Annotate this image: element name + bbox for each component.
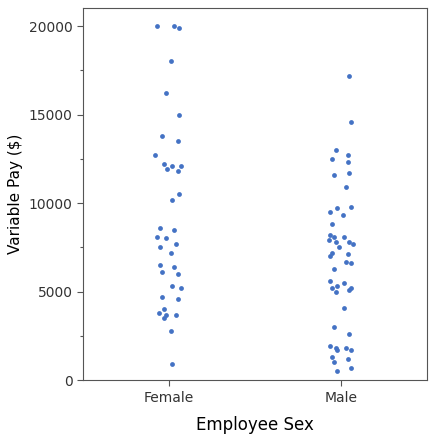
Point [347, 118, 354, 125]
Point [167, 327, 174, 334]
Point [342, 183, 349, 191]
Point [160, 160, 167, 168]
Point [177, 285, 184, 292]
Point [169, 361, 176, 368]
Point [151, 152, 158, 159]
Point [347, 260, 354, 267]
Point [162, 90, 169, 97]
Point [347, 285, 354, 292]
Point [174, 168, 181, 175]
Point [328, 249, 335, 256]
Point [333, 205, 340, 212]
Point [342, 345, 349, 352]
Point [162, 311, 169, 318]
Point [157, 244, 164, 251]
Point [169, 196, 176, 203]
Point [325, 237, 332, 244]
Point [345, 72, 352, 79]
Point [345, 239, 352, 246]
Point [153, 233, 160, 240]
Point [170, 23, 177, 30]
Point [332, 146, 339, 153]
Point [330, 265, 337, 272]
Point [349, 240, 355, 248]
Point [338, 212, 345, 219]
Point [333, 368, 340, 375]
Point [328, 354, 335, 361]
Point [332, 345, 339, 352]
Point [342, 258, 349, 265]
X-axis label: Employee Sex: Employee Sex [196, 415, 313, 434]
Point [328, 221, 335, 228]
Point [343, 355, 350, 362]
Point [155, 309, 162, 316]
Point [335, 244, 342, 251]
Point [332, 288, 339, 295]
Point [330, 233, 337, 240]
Point [332, 239, 339, 246]
Point [153, 23, 160, 30]
Point [347, 203, 354, 210]
Point [160, 315, 167, 322]
Point [167, 249, 174, 256]
Point [326, 343, 333, 350]
Point [340, 233, 347, 240]
Point [160, 306, 167, 313]
Point [345, 169, 352, 176]
Point [330, 359, 337, 366]
Point [345, 286, 352, 293]
Point [326, 232, 333, 239]
Point [175, 24, 182, 31]
Point [174, 271, 181, 278]
Point [169, 162, 176, 169]
Point [174, 137, 181, 145]
Point [170, 226, 177, 233]
Point [343, 152, 350, 159]
Point [326, 253, 333, 260]
Point [330, 171, 337, 178]
Point [158, 132, 165, 139]
Point [167, 58, 174, 65]
Point [333, 347, 340, 354]
Point [175, 191, 182, 198]
Point [326, 278, 333, 285]
Point [177, 162, 184, 169]
Point [157, 262, 164, 269]
Point [169, 283, 176, 290]
Point [162, 235, 169, 242]
Point [347, 364, 354, 371]
Point [340, 279, 347, 286]
Point [333, 283, 340, 290]
Point [328, 155, 335, 162]
Point [157, 225, 164, 232]
Point [158, 293, 165, 301]
Point [170, 263, 177, 271]
Y-axis label: Variable Pay ($): Variable Pay ($) [8, 134, 23, 255]
Point [330, 324, 337, 331]
Point [328, 285, 335, 292]
Point [174, 295, 181, 302]
Point [172, 240, 179, 248]
Point [347, 347, 354, 354]
Point [343, 159, 350, 166]
Point [158, 269, 165, 276]
Point [345, 331, 352, 338]
Point [343, 251, 350, 258]
Point [172, 311, 179, 318]
Point [175, 111, 182, 118]
Point [340, 304, 347, 311]
Point [326, 209, 333, 216]
Point [164, 166, 171, 173]
